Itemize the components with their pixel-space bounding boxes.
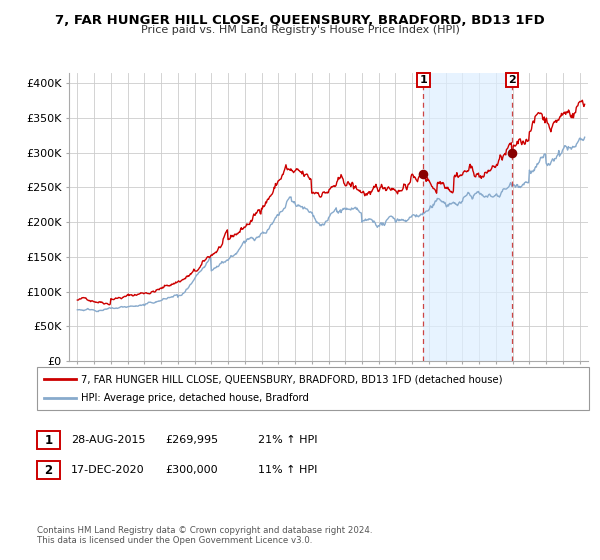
Text: £300,000: £300,000: [165, 465, 218, 475]
Point: [418, 169, 428, 178]
Bar: [423, 73, 512, 361]
Text: 28-AUG-2015: 28-AUG-2015: [71, 435, 145, 445]
Text: 1: 1: [419, 75, 427, 85]
Text: 1: 1: [44, 433, 53, 447]
Text: Contains HM Land Registry data © Crown copyright and database right 2024.: Contains HM Land Registry data © Crown c…: [37, 526, 373, 535]
Text: Price paid vs. HM Land Registry's House Price Index (HPI): Price paid vs. HM Land Registry's House …: [140, 25, 460, 35]
Text: 2: 2: [508, 75, 516, 85]
Text: 7, FAR HUNGER HILL CLOSE, QUEENSBURY, BRADFORD, BD13 1FD: 7, FAR HUNGER HILL CLOSE, QUEENSBURY, BR…: [55, 14, 545, 27]
Text: 17-DEC-2020: 17-DEC-2020: [71, 465, 145, 475]
Text: 21% ↑ HPI: 21% ↑ HPI: [258, 435, 317, 445]
Point: [507, 148, 517, 157]
Text: This data is licensed under the Open Government Licence v3.0.: This data is licensed under the Open Gov…: [37, 536, 313, 545]
Text: HPI: Average price, detached house, Bradford: HPI: Average price, detached house, Brad…: [81, 393, 309, 403]
Text: 11% ↑ HPI: 11% ↑ HPI: [258, 465, 317, 475]
Text: £269,995: £269,995: [165, 435, 218, 445]
Text: 2: 2: [44, 464, 53, 477]
Text: 7, FAR HUNGER HILL CLOSE, QUEENSBURY, BRADFORD, BD13 1FD (detached house): 7, FAR HUNGER HILL CLOSE, QUEENSBURY, BR…: [81, 374, 503, 384]
